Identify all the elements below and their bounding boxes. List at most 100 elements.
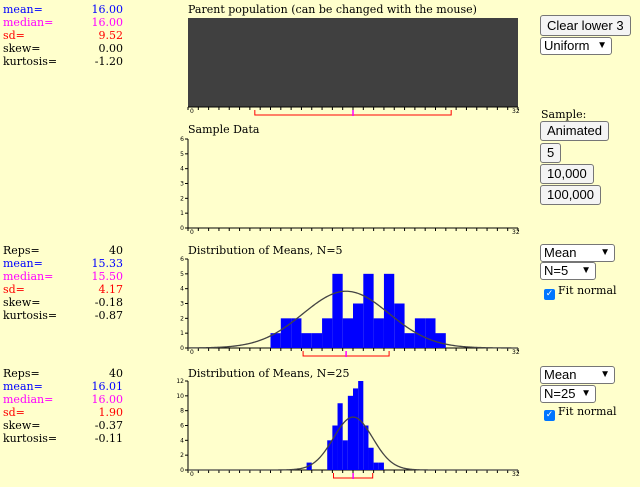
y-tick-label: 1 bbox=[180, 210, 184, 217]
x-tick-label: 0 bbox=[190, 349, 194, 356]
chevron-down-icon: ▼ bbox=[581, 388, 591, 399]
normal-fit-curve-n25 bbox=[188, 416, 518, 471]
stat-row-kurtosis: kurtosis= -1.20 bbox=[3, 55, 123, 68]
chevron-down-icon: ▼ bbox=[597, 40, 607, 51]
sample-label: Sample: bbox=[541, 108, 587, 121]
checkbox-checked-icon[interactable]: ✓ bbox=[544, 289, 555, 300]
means-n25-title: Distribution of Means, N=25 bbox=[188, 367, 350, 380]
stat-row-skew: skew= -0.18 bbox=[3, 296, 123, 309]
y-tick-label: 10 bbox=[176, 393, 184, 400]
stat-value: 16.00 bbox=[91, 3, 124, 16]
stat-value: 1.90 bbox=[98, 406, 124, 419]
y-tick-label: 3 bbox=[180, 181, 184, 188]
histogram-bar bbox=[332, 273, 343, 348]
y-tick-label: 5 bbox=[180, 151, 184, 158]
checkbox-checked-icon[interactable]: ✓ bbox=[544, 410, 555, 421]
histogram-bar bbox=[383, 273, 395, 348]
stat-value: 15.50 bbox=[91, 270, 124, 283]
fit-normal-n5[interactable]: ✓ Fit normal bbox=[544, 284, 617, 300]
statistic-select-n25[interactable]: Mean ▼ bbox=[540, 366, 615, 384]
stat-row-sd: sd= 4.17 bbox=[3, 283, 123, 296]
histogram-bar bbox=[327, 440, 333, 470]
y-tick-label: 2 bbox=[180, 315, 184, 322]
chevron-down-icon: ▼ bbox=[581, 265, 591, 276]
y-tick-label: 4 bbox=[180, 166, 184, 173]
stat-label: median= bbox=[3, 393, 54, 406]
statistic-select-n5[interactable]: Mean ▼ bbox=[540, 244, 615, 262]
stat-row-median: median= 15.50 bbox=[3, 270, 123, 283]
histogram-bar bbox=[291, 318, 302, 348]
histogram-bar bbox=[353, 388, 359, 470]
histogram-bar bbox=[414, 318, 426, 348]
stat-label: median= bbox=[3, 16, 54, 29]
stat-label: skew= bbox=[3, 296, 41, 309]
stat-value: -1.20 bbox=[94, 55, 123, 68]
histogram-bar bbox=[378, 462, 384, 470]
stat-row-skew: skew= 0.00 bbox=[3, 42, 123, 55]
chevron-down-icon: ▼ bbox=[600, 369, 610, 380]
n-select-25[interactable]: N=25 ▼ bbox=[540, 385, 596, 403]
parent-population-area[interactable] bbox=[188, 18, 518, 107]
histogram-bar bbox=[311, 333, 323, 348]
statistic-select-n25-value: Mean bbox=[544, 367, 577, 382]
stat-row-sd: sd= 1.90 bbox=[3, 406, 123, 419]
y-tick-label: 2 bbox=[180, 195, 184, 202]
stat-value: -0.11 bbox=[94, 432, 123, 445]
histogram-bar bbox=[358, 381, 364, 470]
stat-value: 40 bbox=[109, 367, 123, 380]
stat-label: Reps= bbox=[3, 367, 40, 380]
histogram-bar bbox=[435, 333, 446, 348]
shape-select[interactable]: Uniform ▼ bbox=[540, 37, 612, 55]
n-select-5[interactable]: N=5 ▼ bbox=[540, 262, 596, 280]
x-tick-label: 32 bbox=[512, 471, 520, 478]
histogram-bar bbox=[353, 303, 364, 348]
y-tick-label: 6 bbox=[180, 423, 184, 430]
normal-fit-curve-n5 bbox=[188, 290, 518, 349]
stat-label: kurtosis= bbox=[3, 55, 58, 68]
animated-button[interactable]: Animated bbox=[540, 121, 609, 141]
stat-row-kurtosis: kurtosis= -0.11 bbox=[3, 432, 123, 445]
stat-row-Reps: Reps= 40 bbox=[3, 367, 123, 380]
stat-value: 16.01 bbox=[91, 380, 124, 393]
histogram-bar bbox=[373, 462, 379, 470]
y-tick-label: 5 bbox=[180, 271, 184, 278]
y-tick-label: 8 bbox=[180, 408, 184, 415]
clear-lower-3-button[interactable]: Clear lower 3 bbox=[540, 15, 631, 36]
stat-value: 15.33 bbox=[91, 257, 124, 270]
stat-label: sd= bbox=[3, 29, 25, 42]
histogram-bar bbox=[342, 440, 348, 470]
histogram-bar bbox=[342, 318, 353, 348]
y-tick-label: 4 bbox=[180, 437, 184, 444]
fit-normal-n5-label: Fit normal bbox=[558, 284, 617, 297]
histogram-bar bbox=[337, 403, 343, 470]
sample-100000-button[interactable]: 100,000 bbox=[540, 185, 601, 205]
stat-value: 40 bbox=[109, 244, 123, 257]
stat-value: 0.00 bbox=[98, 42, 124, 55]
y-tick-label: 4 bbox=[180, 286, 184, 293]
sample-5-button[interactable]: 5 bbox=[540, 143, 562, 163]
stat-label: sd= bbox=[3, 283, 25, 296]
y-tick-label: 6 bbox=[180, 136, 184, 143]
sample-10000-button[interactable]: 10,000 bbox=[540, 164, 594, 184]
histogram-bar bbox=[368, 447, 374, 470]
y-tick-label: 1 bbox=[180, 330, 184, 337]
stat-label: mean= bbox=[3, 380, 43, 393]
stat-row-mean: mean= 15.33 bbox=[3, 257, 123, 270]
stat-label: mean= bbox=[3, 257, 43, 270]
y-tick-label: 12 bbox=[176, 378, 184, 385]
fit-normal-n25[interactable]: ✓ Fit normal bbox=[544, 405, 617, 421]
y-tick-label: 0 bbox=[180, 345, 184, 352]
histogram-bar bbox=[404, 333, 415, 348]
stat-value: -0.18 bbox=[94, 296, 123, 309]
stat-row-mean: mean= 16.01 bbox=[3, 380, 123, 393]
stat-row-median: median= 16.00 bbox=[3, 16, 123, 29]
histogram-bar bbox=[332, 425, 338, 470]
n-select-25-value: N=25 bbox=[544, 386, 576, 401]
stat-value: 9.52 bbox=[98, 29, 124, 42]
stat-row-mean: mean= 16.00 bbox=[3, 3, 123, 16]
sample-data-title: Sample Data bbox=[188, 123, 260, 136]
stat-value: -0.87 bbox=[94, 309, 123, 322]
stat-label: mean= bbox=[3, 3, 43, 16]
histogram-bar bbox=[394, 303, 405, 348]
